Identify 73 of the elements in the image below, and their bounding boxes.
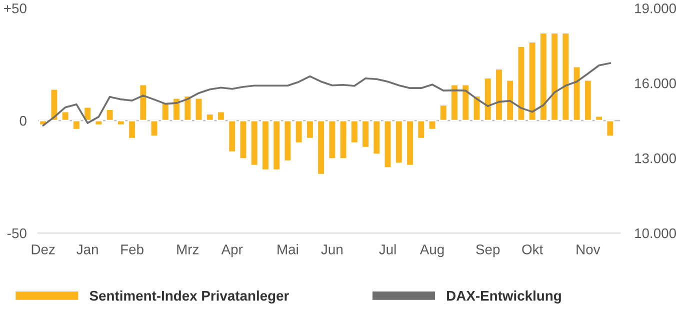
bar bbox=[528, 41, 537, 122]
bar bbox=[383, 120, 392, 168]
bar bbox=[250, 120, 259, 166]
bar bbox=[194, 97, 204, 122]
bar bbox=[306, 120, 314, 140]
x-tick-label: Sep bbox=[476, 244, 500, 258]
y2-tick-label: 16.000 bbox=[635, 78, 676, 88]
bar bbox=[161, 102, 170, 122]
bar bbox=[50, 88, 59, 122]
bar bbox=[316, 120, 326, 176]
bar bbox=[572, 66, 582, 122]
bar bbox=[294, 120, 304, 144]
bar bbox=[228, 120, 236, 153]
bar bbox=[183, 95, 192, 122]
bar bbox=[550, 32, 559, 122]
bar bbox=[206, 113, 214, 122]
bar bbox=[461, 84, 470, 122]
bar bbox=[338, 120, 348, 160]
bar bbox=[172, 97, 181, 122]
y2-tick-label: 19.000 bbox=[635, 3, 676, 14]
bar bbox=[606, 120, 615, 138]
bar bbox=[394, 120, 404, 164]
y-tick-label: 0 bbox=[20, 116, 26, 126]
x-tick-label: Feb bbox=[121, 244, 144, 254]
bar bbox=[272, 120, 281, 171]
y2-tick-label: 13.000 bbox=[635, 153, 676, 164]
bar bbox=[361, 120, 370, 148]
bar bbox=[506, 79, 514, 122]
x-tick-label: Dez bbox=[32, 244, 55, 254]
y-tick-label: +50 bbox=[4, 3, 26, 14]
legend-label: DAX-Entwicklung bbox=[447, 290, 561, 304]
bar bbox=[483, 77, 492, 122]
y2-tick-label: 10.000 bbox=[635, 228, 676, 238]
x-tick-label: Aug bbox=[420, 244, 444, 258]
x-tick-label: Mai bbox=[278, 244, 298, 254]
y-tick-label: -50 bbox=[8, 228, 26, 238]
bar bbox=[428, 120, 437, 130]
x-tick-label: Jan bbox=[76, 244, 98, 254]
bar bbox=[83, 106, 92, 122]
bar bbox=[138, 84, 148, 122]
x-tick-label: Nov bbox=[576, 244, 600, 254]
bar bbox=[561, 32, 570, 122]
x-tick-label: Jul bbox=[379, 244, 396, 254]
bar bbox=[416, 120, 426, 140]
bar bbox=[328, 120, 337, 160]
bar bbox=[261, 120, 270, 171]
bar bbox=[60, 110, 70, 122]
bar bbox=[72, 120, 81, 130]
bar bbox=[94, 120, 104, 126]
bar bbox=[372, 120, 382, 156]
bar bbox=[128, 120, 136, 140]
bar bbox=[283, 120, 292, 162]
x-tick-label: Apr bbox=[221, 244, 243, 258]
bar bbox=[238, 120, 248, 160]
bar bbox=[516, 46, 526, 122]
bar bbox=[472, 95, 482, 122]
bar bbox=[539, 32, 548, 122]
bar bbox=[439, 104, 448, 122]
bar bbox=[584, 79, 592, 122]
bar bbox=[216, 110, 226, 122]
bar bbox=[450, 84, 459, 122]
bar bbox=[350, 120, 359, 144]
bar bbox=[406, 120, 414, 166]
x-tick-label: Okt bbox=[522, 244, 544, 254]
line-series bbox=[42, 62, 612, 126]
bar bbox=[494, 68, 504, 122]
bar bbox=[150, 120, 159, 138]
x-tick-label: Mrz bbox=[177, 244, 199, 254]
bar bbox=[105, 108, 114, 122]
bar bbox=[594, 115, 604, 122]
x-tick-label: Jun bbox=[321, 244, 342, 254]
bar bbox=[116, 120, 126, 126]
legend-label: Sentiment-Index Privatanleger bbox=[90, 290, 289, 304]
